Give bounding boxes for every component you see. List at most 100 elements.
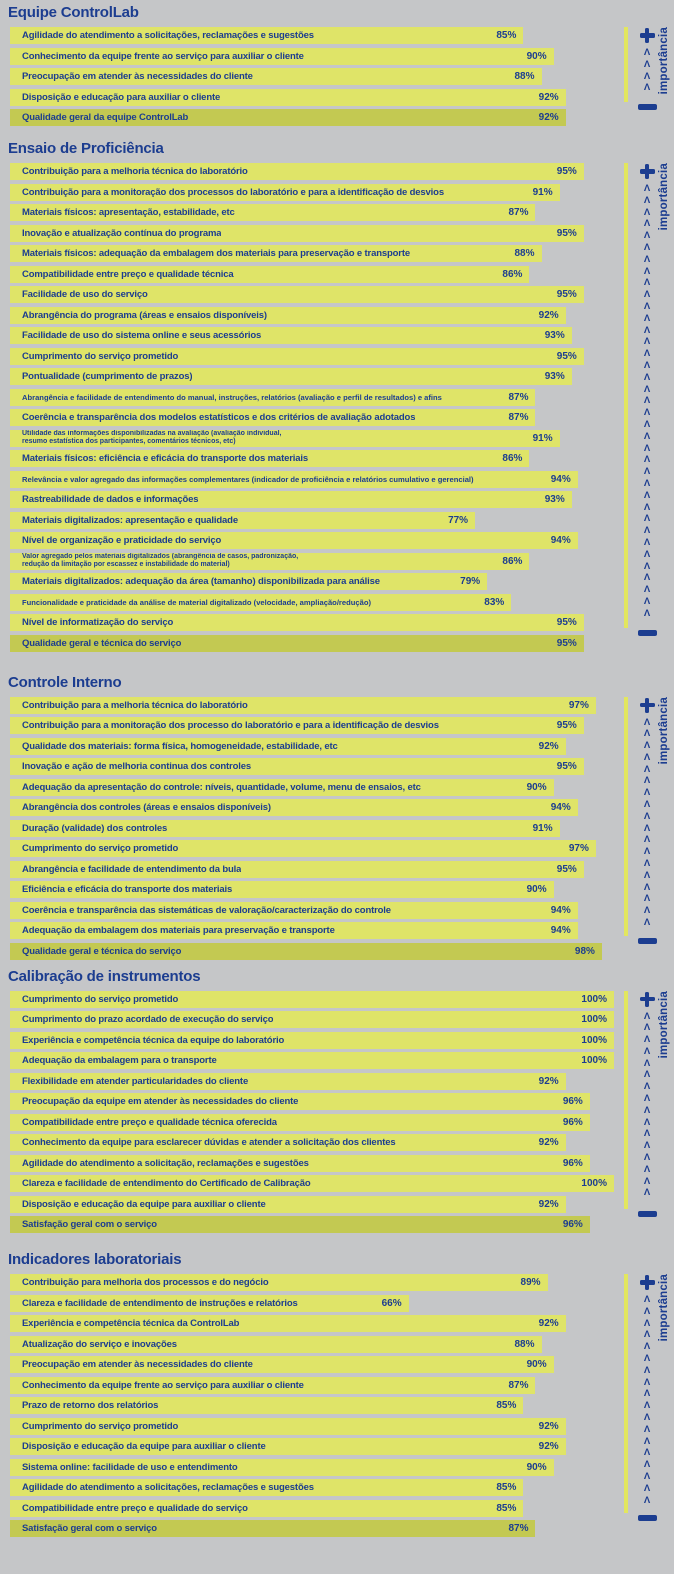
bar-label: Contribuição para a melhoria técnica do … (22, 166, 248, 177)
bar: Disposição e educação da equipe para aux… (10, 1195, 566, 1213)
bar-value: 85% (496, 30, 517, 41)
satisfaction-report: Equipe ControlLab Agilidade do atendiment… (0, 5, 674, 1537)
bar: Satisfação geral com o serviço 87% (10, 1520, 536, 1537)
summary-bar-row: Qualidade geral e técnica do serviço 95% (10, 634, 614, 652)
bar-row: Cumprimento do prazo acordado de execuçã… (10, 1011, 614, 1028)
bar: Contribuição para melhoria dos processos… (10, 1274, 548, 1291)
bar-label: Conhecimento da equipe frente ao serviço… (22, 50, 304, 62)
bar-value: 95% (556, 617, 577, 628)
chevron-up-icons: Λ Λ Λ Λ Λ Λ Λ Λ Λ Λ Λ Λ Λ Λ Λ Λ (643, 1010, 651, 1199)
bar-row: Coerência e transparência dos modelos es… (10, 409, 614, 426)
bar-value: 91% (532, 822, 553, 834)
bar: Agilidade do atendimento a solicitação, … (10, 1154, 590, 1172)
bar-value: 92% (538, 1420, 559, 1432)
bar-value: 87% (508, 412, 529, 423)
bar-label: Clareza e facilidade de entendimento do … (22, 1178, 311, 1189)
bar-row: Cumprimento do serviço prometido 95% (10, 347, 614, 365)
bar: Agilidade do atendimento a solicitações,… (10, 27, 524, 44)
bar-label: Experiência e competência técnica da equ… (22, 1034, 285, 1046)
minus-icon (637, 937, 657, 944)
importance-axis-label: importância (658, 990, 670, 1058)
bar-row: Nível de informatização do serviço 95% (10, 614, 614, 631)
bar-row: Funcionalidade e praticidade da análise … (10, 593, 614, 611)
bar-value: 86% (502, 453, 523, 464)
bar-value: 85% (496, 1502, 517, 1514)
bar-label: Facilidade de uso do sistema online e se… (22, 330, 262, 341)
bar-value: 85% (496, 1482, 517, 1493)
bar-row: Preocupação em atender às necessidades d… (10, 1356, 614, 1373)
bar-label: Funcionalidade e praticidade da análise … (22, 597, 371, 607)
bar-value: 91% (532, 186, 553, 198)
bar-row: Cumprimento do serviço prometido 92% (10, 1417, 614, 1435)
bar-row: Atualização do serviço e inovações 88% (10, 1335, 614, 1353)
bar-row: Adequação da embalagem dos materiais par… (10, 922, 614, 939)
bar: Valor agregado pelos materiais digitaliz… (10, 552, 530, 570)
bar-row: Disposição e educação da equipe para aux… (10, 1438, 614, 1455)
bar-label: Nível de informatização do serviço (22, 617, 174, 628)
section-title: Ensaio de Proficiência (8, 140, 164, 157)
bar: Cumprimento do prazo acordado de execuçã… (10, 1011, 614, 1028)
minus-icon (637, 1515, 657, 1521)
bar-value: 92% (538, 740, 559, 752)
bar-label: Contribuição para a monitoração dos proc… (22, 720, 439, 731)
bar-value: 95% (556, 637, 577, 649)
bar-row: Facilidade de uso do sistema online e se… (10, 327, 614, 344)
bar: Cumprimento do serviço prometido 97% (10, 840, 596, 857)
bar: Experiência e competência técnica da equ… (10, 1031, 614, 1049)
section-title: Calibração de instrumentos (8, 967, 201, 985)
bar-label: Relevância e valor agregado das informaç… (22, 474, 474, 484)
scale-line (624, 1274, 628, 1513)
bar: Compatibilidade entre preço e qualidade … (10, 1113, 590, 1131)
bar-label: Conhecimento da equipe para esclarecer d… (22, 1137, 396, 1148)
scale-line (624, 163, 628, 628)
bar-label: Flexibilidade em atender particularidade… (22, 1075, 249, 1087)
bar-row: Compatibilidade entre preço e qualidade … (10, 265, 614, 283)
bar-value: 92% (538, 1137, 559, 1148)
bar-value: 98% (574, 945, 595, 957)
bar-label: Coerência e transparência dos modelos es… (22, 412, 416, 423)
bar-row: Materiais digitalizados: adequação da ár… (10, 573, 614, 590)
chart-section: Indicadores laboratoriais Contribuição pa… (0, 1252, 674, 1537)
bar: Conhecimento da equipe frente ao serviço… (10, 1376, 536, 1394)
bar-row: Compatibilidade entre preço e qualidade … (10, 1499, 614, 1517)
bar-value: 100% (581, 1055, 607, 1066)
bar-value: 94% (550, 904, 571, 916)
bar: Contribuição para a melhoria técnica do … (10, 163, 584, 180)
importance-axis-label: importância (658, 1274, 670, 1342)
bar-label: Compatibilidade entre preço e qualidade … (22, 268, 234, 280)
bar: Preocupação da equipe em atender às nece… (10, 1093, 590, 1110)
bar-label: Duração (validade) dos controles (22, 822, 168, 834)
bar: Disposição e educação para auxiliar o cl… (10, 88, 566, 106)
bar-label: Adequação da embalagem dos materiais par… (22, 925, 335, 936)
bar-row: Experiência e competência técnica da equ… (10, 1031, 614, 1049)
bar: Pontualidade (cumprimento de prazos) 93% (10, 368, 572, 385)
bar-row: Agilidade do atendimento a solicitações,… (10, 1479, 614, 1496)
bar: Materiais físicos: apresentação, estabil… (10, 204, 536, 221)
bar-label: Adequação da apresentação do controle: n… (22, 781, 421, 793)
bar-label: Abrangência e facilidade de entendimento… (22, 392, 442, 402)
scale-column: Λ Λ Λ Λ Λ Λ Λ Λ Λ Λ Λ Λ Λ Λ Λ Λ Λ Λ (636, 1274, 658, 1521)
bar-value: 90% (526, 1359, 547, 1370)
scale-line (624, 696, 628, 936)
bar: Cumprimento do serviço prometido 100% (10, 990, 614, 1008)
bar-label: Adequação da embalagem para o transporte (22, 1055, 217, 1066)
bar: Materiais digitalizados: adequação da ár… (10, 573, 488, 590)
bar-row: Preocupação em atender às necessidades d… (10, 68, 614, 85)
bar-label: Agilidade do atendimento a solicitações,… (22, 30, 314, 41)
bar: Disposição e educação da equipe para aux… (10, 1438, 566, 1455)
bar-value: 100% (581, 1178, 607, 1189)
bar-label: Materiais digitalizados: adequação da ár… (22, 576, 380, 587)
bar-value: 95% (556, 350, 577, 362)
bar: Facilidade de uso do serviço 95% (10, 286, 584, 303)
bar-row: Experiência e competência técnica da Con… (10, 1315, 614, 1332)
importance-scale: Λ Λ Λ Λ Λ Λ Λ Λ Λ Λ Λ Λ Λ Λ Λ Λ Λ Λ Λ Λ … (614, 163, 674, 636)
bar-label: Preocupação da equipe em atender às nece… (22, 1096, 299, 1107)
bar: Sistema online: facilidade de uso e ente… (10, 1458, 554, 1476)
bar: Abrangência e facilidade de entendimento… (10, 388, 536, 406)
bar-row: Materiais físicos: adequação da embalage… (10, 245, 614, 262)
scale-column: Λ Λ Λ Λ Λ Λ Λ Λ Λ Λ Λ Λ Λ Λ Λ Λ (636, 991, 658, 1217)
bar: Conhecimento da equipe frente ao serviço… (10, 47, 554, 65)
bar-label: Cumprimento do serviço prometido (22, 1420, 179, 1432)
bar-row: Abrangência dos controles (áreas e ensai… (10, 799, 614, 816)
bar-label: Materiais físicos: eficiência e eficácia… (22, 453, 309, 464)
